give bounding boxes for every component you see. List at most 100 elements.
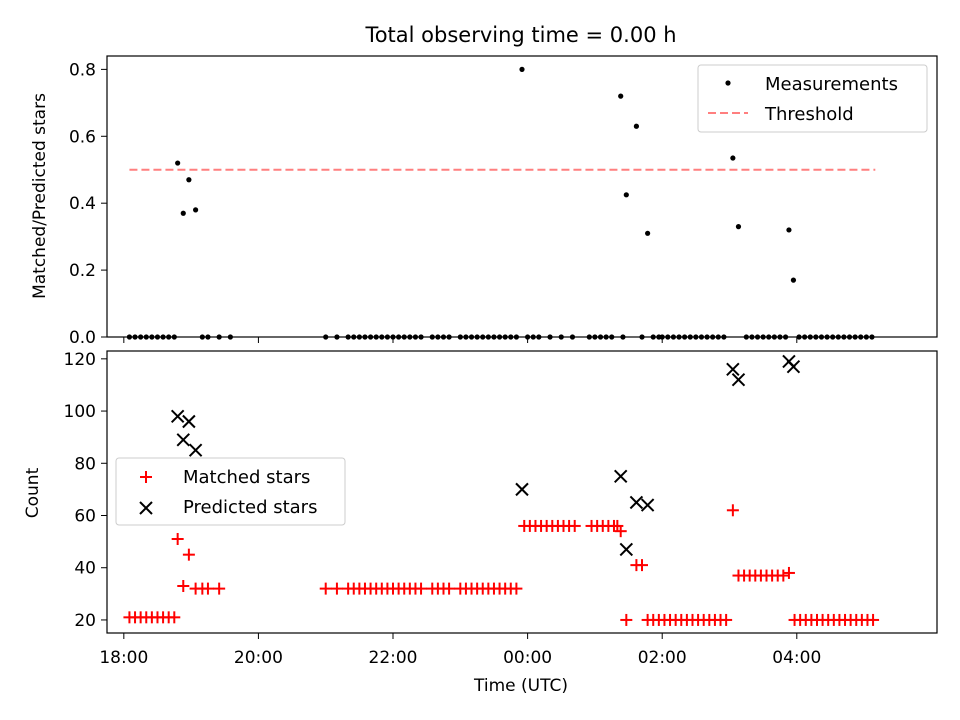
measurement-point (749, 334, 755, 340)
measurement-point (485, 334, 491, 340)
measurement-point (323, 334, 329, 340)
measurement-point (633, 123, 640, 129)
measurement-point (401, 334, 407, 340)
measurement-point (519, 66, 525, 72)
predicted-star-point (629, 495, 644, 510)
measurement-point (143, 334, 149, 340)
predicted-star-point (515, 482, 529, 497)
measurement-point (530, 334, 536, 340)
legend-threshold-label: Threshold (764, 104, 854, 125)
matched-star-point (782, 566, 795, 579)
bottom-y-tick-label: 100 (64, 402, 96, 422)
measurement-point (193, 207, 199, 213)
measurement-point (407, 334, 413, 340)
bottom-y-label: Count (23, 467, 43, 518)
measurement-point (618, 93, 624, 99)
bottom-legend-box (115, 457, 346, 526)
measurement-point (525, 334, 531, 340)
measurement-point (623, 192, 629, 198)
measurement-point (351, 334, 357, 340)
measurement-point (334, 334, 340, 340)
measurement-point (835, 334, 841, 340)
matched-star-point (568, 519, 581, 532)
measurement-point (468, 334, 475, 340)
measurement-point (474, 334, 480, 340)
measurement-point (790, 277, 797, 283)
measurement-point (771, 334, 777, 340)
matched-star-point (720, 613, 733, 626)
measurement-point (446, 334, 452, 340)
matched-star-point (177, 580, 190, 592)
measurement-point (676, 334, 682, 340)
bottom-y-tick-label: 80 (74, 454, 96, 474)
measurement-point (786, 227, 792, 233)
bottom-plot-frame (106, 350, 938, 634)
measurement-point (777, 334, 783, 340)
measurement-point (412, 334, 419, 340)
measurement-point (502, 334, 508, 340)
measurement-point (645, 230, 651, 236)
measurement-point (171, 334, 177, 340)
bottom-x-tick-label: 04:00 (772, 648, 821, 668)
measurement-point (721, 334, 727, 340)
measurement-point (869, 334, 875, 340)
measurement-point (345, 334, 351, 340)
measurement-point (160, 334, 166, 340)
measurement-point (730, 155, 736, 161)
measurement-point (620, 334, 626, 340)
measurement-point (586, 334, 592, 340)
measurement-point (429, 334, 435, 340)
legend-measurements-label: Measurements (765, 74, 898, 95)
measurement-point (715, 334, 721, 340)
measurement-point (491, 334, 497, 340)
top-y-tick-label: 0.0 (69, 328, 96, 348)
measurement-point (687, 334, 693, 340)
bottom-x-tick-label: 20:00 (234, 648, 283, 668)
matched-star-point (415, 582, 428, 595)
measurement-point (782, 334, 789, 340)
measurement-point (384, 334, 391, 340)
matched-star-point (614, 525, 627, 538)
top-y-axis: 0.0 0.2 0.4 0.6 0.8 (69, 60, 107, 348)
top-legend-box (697, 64, 928, 133)
measurement-point (367, 334, 374, 340)
bottom-x-tick-label: 18:00 (99, 648, 148, 668)
measurement-point (824, 334, 830, 340)
measurement-point (754, 334, 761, 340)
measurement-point (569, 334, 576, 340)
matched-star-point (319, 582, 332, 595)
top-y-tick-label: 0.4 (69, 194, 96, 214)
measurement-point (418, 334, 424, 340)
measurement-point (186, 177, 192, 183)
measurement-point (480, 334, 486, 340)
measurement-point (802, 334, 808, 340)
bottom-legend: Matched stars Predicted stars (115, 457, 346, 526)
measurement-point (710, 334, 716, 340)
matched-star-point (330, 582, 343, 595)
top-plot-frame (106, 55, 938, 338)
measurement-point (592, 334, 598, 340)
predicted-star-point (613, 469, 628, 484)
measurement-point (665, 334, 671, 340)
bottom-y-axis: 20 40 60 80 100 120 (64, 350, 107, 631)
measurement-point (659, 334, 665, 340)
top-legend: Measurements Threshold (697, 64, 928, 133)
bottom-x-tick-label: 02:00 (638, 648, 687, 668)
bottom-y-tick-label: 40 (74, 559, 96, 579)
measurement-point (846, 334, 853, 340)
measurement-point (199, 334, 205, 340)
predicted-star-point (726, 362, 740, 376)
measurement-point (650, 334, 656, 340)
predicted-star-point (176, 433, 190, 447)
measurement-point (698, 334, 705, 340)
measurement-point (205, 334, 211, 340)
measurement-point (639, 334, 645, 340)
measurement-point (807, 334, 813, 340)
measurement-point (818, 334, 825, 340)
measurement-point (536, 334, 542, 340)
x-axis-label: Time (UTC) (473, 676, 568, 696)
matched-star-point (726, 504, 739, 517)
bottom-y-tick-label: 20 (74, 611, 96, 631)
measurement-point (356, 334, 362, 340)
matched-star-point (201, 582, 214, 595)
